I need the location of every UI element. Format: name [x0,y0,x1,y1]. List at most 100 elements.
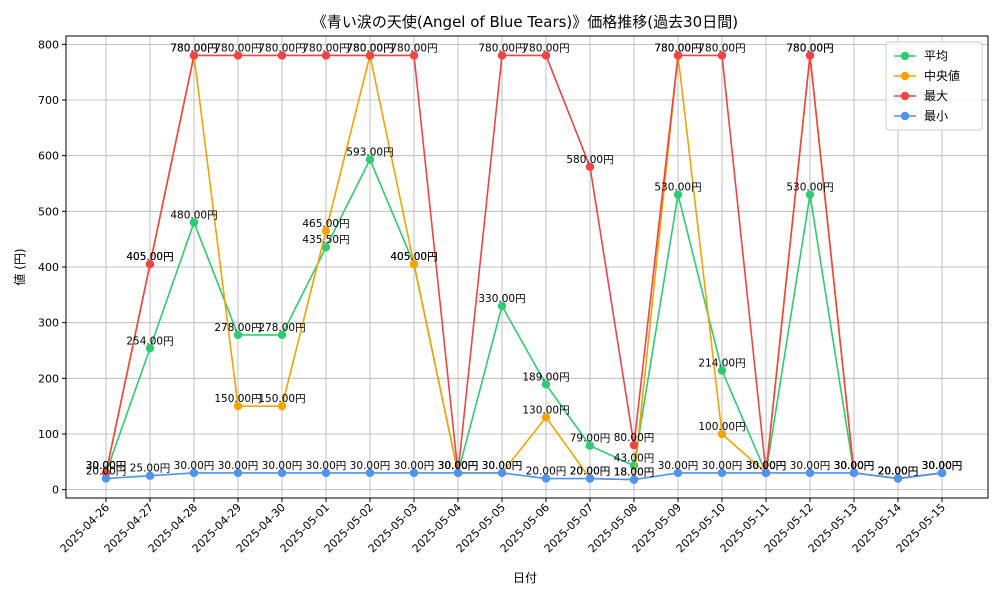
y-tick-label: 500 [38,205,59,218]
data-label: 30.00円 [262,460,303,472]
data-point [541,413,551,422]
data-point [805,468,815,478]
data-label: 530.00円 [786,182,833,194]
data-label: 30.00円 [350,460,391,472]
data-label: 780.00円 [698,42,745,54]
data-label: 20.00円 [86,466,127,478]
data-point [145,471,155,480]
legend-swatch-marker [900,111,910,121]
data-point [233,468,243,478]
data-point [541,380,551,389]
data-label: 30.00円 [482,460,523,472]
data-point [409,260,419,269]
data-label: 780.00円 [786,42,833,54]
data-label: 130.00円 [522,404,569,416]
data-label: 405.00円 [390,251,437,263]
data-point [321,226,331,236]
data-label: 480.00円 [170,209,217,221]
data-label: 30.00円 [834,460,875,472]
data-label: 30.00円 [438,460,479,472]
data-point [717,366,727,375]
legend-item: 最大 [894,89,948,103]
legend-label: 中央値 [924,68,960,83]
data-point [585,474,595,483]
data-point [585,162,595,172]
data-point [585,441,595,450]
data-label: 79.00円 [570,433,611,445]
y-tick-label: 700 [38,94,59,107]
data-label: 30.00円 [86,460,127,472]
data-label: 20.00円 [570,466,611,478]
data-label: 80.00円 [614,432,655,444]
data-point [233,51,243,60]
data-label: 30.00円 [834,460,875,472]
data-label: 780.00円 [522,42,569,54]
data-label: 780.00円 [346,42,393,54]
data-point [101,474,111,483]
y-axis-label: 値 (円) [12,248,27,285]
data-label: 43.00円 [614,453,655,465]
data-point [805,190,815,199]
data-label: 150.00円 [214,393,261,405]
data-point [321,51,331,60]
data-label: 30.00円 [218,460,259,472]
data-label: 30.00円 [86,460,127,472]
data-label: 189.00円 [522,371,569,383]
data-label: 20.00円 [526,466,567,478]
series-line [105,54,943,480]
data-label: 30.00円 [922,460,963,472]
data-label: 780.00円 [786,42,833,54]
data-label: 30.00円 [834,460,875,472]
data-point [805,51,815,60]
data-label: 780.00円 [258,42,305,54]
data-label: 780.00円 [170,42,217,54]
data-point [541,474,551,483]
data-point [761,468,771,478]
legend-swatch-marker [900,91,910,101]
data-point [189,218,199,227]
series-line [105,157,943,480]
data-point [277,401,287,411]
data-point [321,243,331,252]
legend-swatch-marker [900,51,910,61]
data-label: 278.00円 [258,322,305,334]
y-axis-ticks: 0 100 200 300 400 500 600 700 800 [38,38,66,497]
legend-label: 平均 [924,49,948,63]
data-label: 593.00円 [346,147,393,159]
data-point [849,468,859,478]
data-label: 405.00円 [390,251,437,263]
y-tick-label: 0 [52,484,59,497]
data-label: 30.00円 [702,460,743,472]
data-point [321,468,331,478]
chart-title: 《青い涙の天使(Angel of Blue Tears)》価格推移(過去30日間… [312,13,738,31]
data-point [629,475,639,484]
data-label: 30.00円 [790,460,831,472]
series-layer [101,51,947,484]
y-tick-label: 800 [38,38,59,51]
data-point [453,468,463,478]
data-label: 780.00円 [390,42,437,54]
data-label: 20.00円 [878,466,919,478]
data-label: 30.00円 [746,460,787,472]
data-label: 780.00円 [302,42,349,54]
data-label: 18.00円 [614,467,655,479]
data-point [893,474,903,483]
y-tick-label: 600 [38,150,59,163]
data-label: 30.00円 [922,460,963,472]
data-label: 30.00円 [438,460,479,472]
data-point [497,468,507,478]
grid [66,36,988,498]
data-label: 780.00円 [654,42,701,54]
data-point [717,468,727,478]
data-label: 18.00円 [614,467,655,479]
data-point [673,468,683,478]
data-label: 30.00円 [438,460,479,472]
y-tick-label: 100 [38,428,59,441]
legend-label: 最大 [924,89,948,103]
data-label: 30.00円 [746,460,787,472]
data-label: 30.00円 [394,460,435,472]
legend-swatch-marker [900,71,910,81]
data-label: 278.00円 [214,322,261,334]
